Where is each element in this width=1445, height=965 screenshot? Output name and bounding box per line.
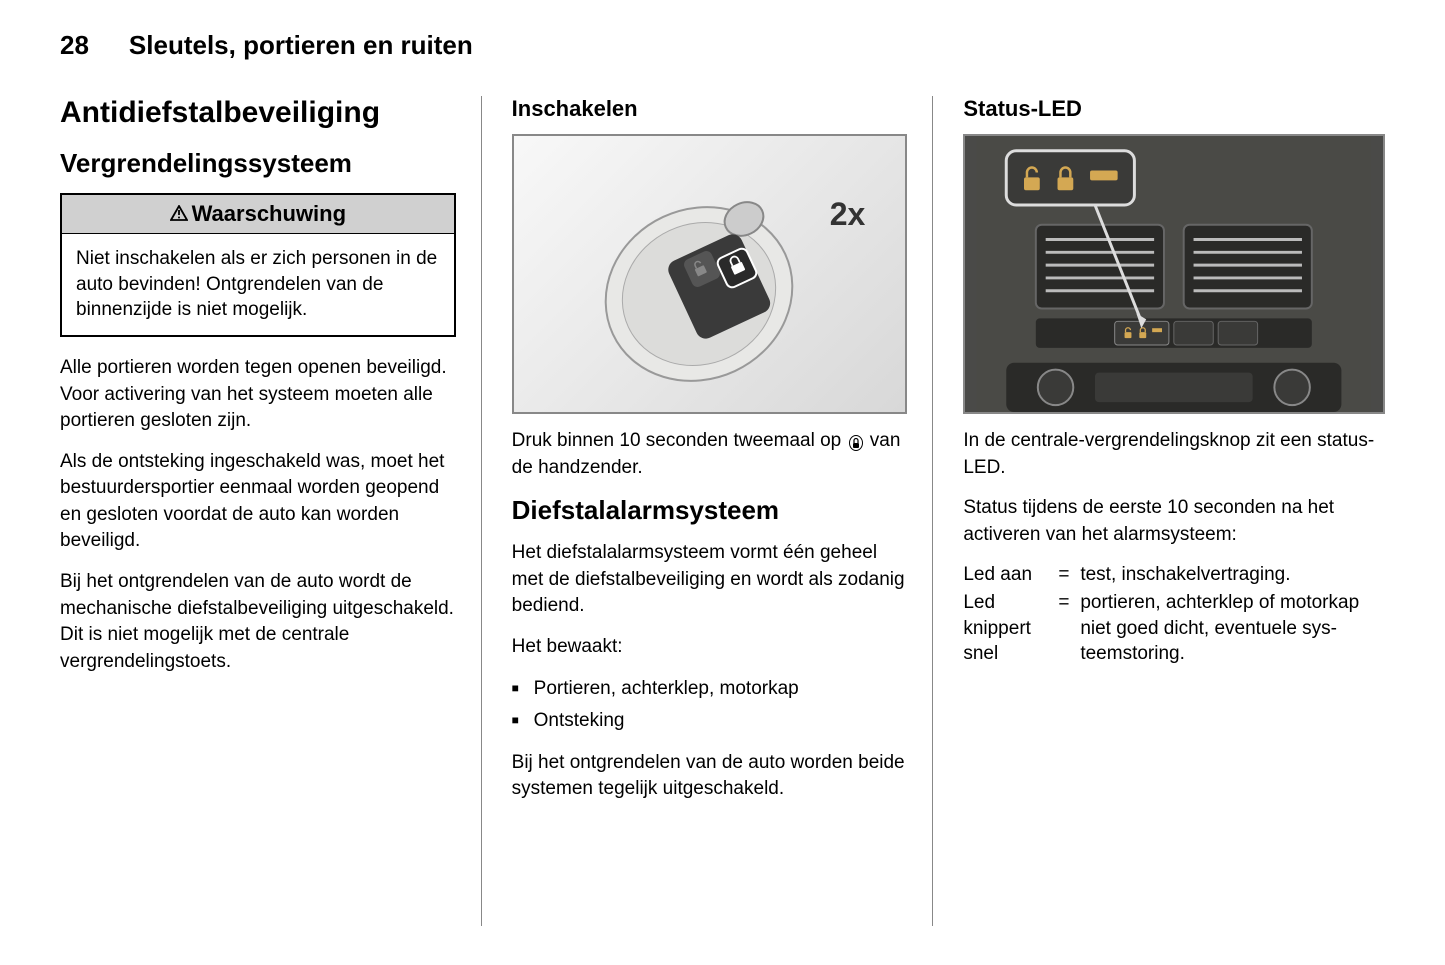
chapter-title: Sleutels, portieren en ruiten [129, 30, 473, 61]
figure-key-remote: 2x [512, 134, 908, 414]
para-activate-prefix: Druk binnen 10 seconden tweemaal op [512, 430, 847, 451]
list-item: Portieren, achterklep, motorkap [512, 675, 908, 704]
page-header: 28 Sleutels, portieren en ruiten [60, 30, 1385, 61]
main-heading: Antidiefstalbeveiliging [60, 96, 456, 130]
content-area: Antidiefstalbeveiliging Vergrendelingssy… [60, 96, 1385, 926]
warning-title: Waarschuwing [192, 201, 346, 226]
para-locking-2: Als de ontsteking ingeschakeld was, moet… [60, 449, 456, 555]
warning-body: Niet inschakelen als er zich perso­nen i… [62, 234, 454, 335]
alarm-monitors-list: Portieren, achterklep, motorkap Ontsteki… [512, 675, 908, 736]
para-status-1: In de centrale-vergrendelingsknop zit ee… [963, 428, 1385, 481]
section-heading-locking: Vergrendelingssysteem [60, 148, 456, 179]
status-label: Led knippert snel [963, 590, 1058, 667]
warning-box: Waarschuwing Niet inschakelen als er zic… [60, 193, 456, 337]
para-locking-1: Alle portieren worden tegen openen bevei… [60, 355, 456, 435]
dashboard-illustration [965, 136, 1383, 412]
status-equals: = [1058, 590, 1080, 667]
subsection-heading-status-led: Status-LED [963, 96, 1385, 122]
para-alarm-2: Het bewaakt: [512, 634, 908, 661]
status-label: Led aan [963, 562, 1058, 588]
status-row: Led knippert snel = portieren, achterkle… [963, 590, 1385, 667]
status-row: Led aan = test, inschakelvertra­ging. [963, 562, 1385, 588]
status-led-table: Led aan = test, inschakelvertra­ging. Le… [963, 562, 1385, 667]
column-2: Inschakelen 2x [512, 96, 934, 926]
para-status-2: Status tijdens de eerste 10 seconden na … [963, 495, 1385, 548]
figure-annotation-2x: 2x [830, 196, 866, 233]
column-1: Antidiefstalbeveiliging Vergrendelingssy… [60, 96, 482, 926]
para-activate-instruction: Druk binnen 10 seconden tweemaal op van … [512, 428, 908, 481]
key-fob-illustration [569, 144, 849, 404]
figure-dashboard [963, 134, 1385, 414]
list-item: Ontsteking [512, 707, 908, 736]
status-value: portieren, achterklep of motorkap niet g… [1080, 590, 1385, 667]
subsection-heading-activate: Inschakelen [512, 96, 908, 122]
warning-triangle-icon [170, 201, 188, 227]
lock-icon-inline [849, 433, 863, 449]
para-alarm-3: Bij het ontgrendelen van de auto wor­den… [512, 750, 908, 803]
para-alarm-1: Het diefstalalarmsysteem vormt één gehee… [512, 540, 908, 620]
page-number: 28 [60, 30, 89, 61]
para-locking-3: Bij het ontgrendelen van de auto wordt d… [60, 569, 456, 675]
status-equals: = [1058, 562, 1080, 588]
section-heading-alarm: Diefstalalarmsysteem [512, 495, 908, 526]
status-value: test, inschakelvertra­ging. [1080, 562, 1385, 588]
column-3: Status-LED [963, 96, 1385, 926]
warning-header: Waarschuwing [62, 195, 454, 234]
